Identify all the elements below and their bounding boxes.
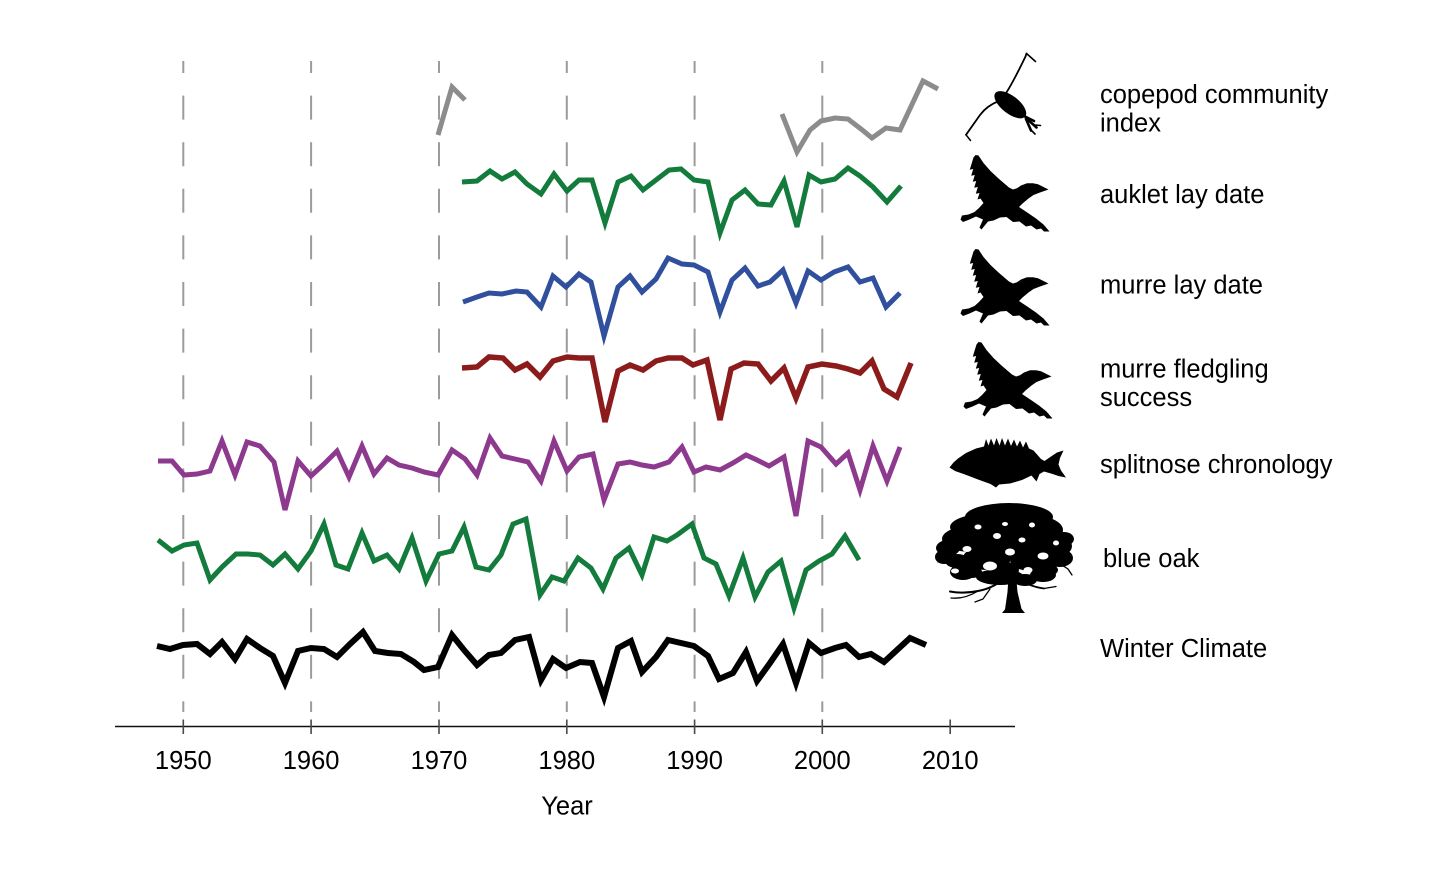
svg-text:auklet lay date: auklet lay date [1100,181,1264,209]
svg-text:copepod community: copepod community [1100,81,1328,109]
svg-text:1990: 1990 [666,747,723,775]
svg-text:1960: 1960 [283,747,340,775]
svg-text:1980: 1980 [538,747,595,775]
svg-text:index: index [1100,110,1161,138]
svg-text:Year: Year [541,793,593,821]
svg-text:1970: 1970 [411,747,468,775]
svg-text:Winter Climate: Winter Climate [1100,635,1267,663]
svg-text:blue oak: blue oak [1103,545,1200,573]
svg-text:splitnose chronology: splitnose chronology [1100,451,1333,479]
svg-text:success: success [1100,384,1192,412]
svg-text:2010: 2010 [922,747,979,775]
svg-text:2000: 2000 [794,747,851,775]
svg-text:1950: 1950 [155,747,212,775]
svg-text:murre fledgling: murre fledgling [1100,356,1269,384]
svg-text:murre lay date: murre lay date [1100,272,1263,300]
